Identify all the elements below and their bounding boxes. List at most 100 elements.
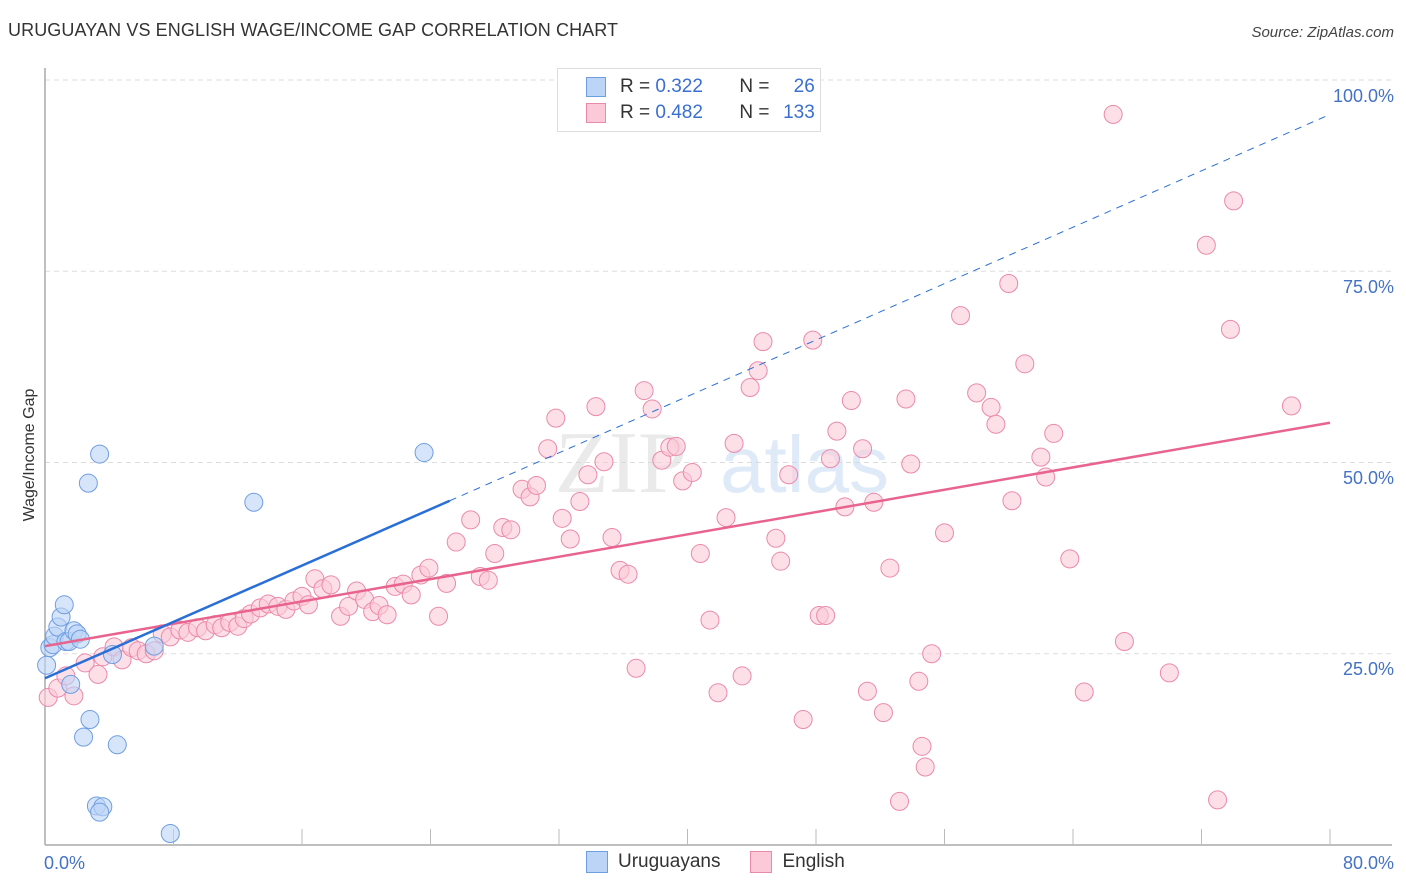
data-point-english [1208, 790, 1228, 810]
data-point-english [857, 681, 877, 701]
data-point-english [1015, 354, 1035, 374]
y-tick-100: 100.0% [1332, 86, 1394, 106]
data-point-english [560, 529, 580, 549]
data-point-uruguayans [144, 636, 164, 656]
data-point-uruguayans [74, 727, 94, 747]
data-point-english [890, 791, 910, 811]
data-point-english [700, 610, 720, 630]
uruguayans-trend-extension [449, 113, 1331, 502]
data-point-english [446, 532, 466, 552]
data-point-english [915, 757, 935, 777]
data-point-english [339, 596, 359, 616]
data-point-english [841, 391, 861, 411]
data-point-english [485, 544, 505, 564]
r-value: 0.482 [655, 102, 703, 123]
y-tick-75: 75.0% [1342, 277, 1394, 297]
data-point-english [1196, 235, 1216, 255]
data-point-english [1281, 396, 1301, 416]
data-point-english [552, 508, 572, 528]
data-point-english [377, 605, 397, 625]
legend-label: Uruguayans [618, 851, 721, 872]
data-point-uruguayans [54, 595, 74, 615]
data-point-english [803, 330, 823, 350]
data-point-english [578, 465, 598, 485]
data-point-english [1224, 191, 1244, 211]
data-point-english [666, 436, 686, 456]
data-point-english [690, 544, 710, 564]
gridlines [45, 79, 1392, 655]
data-point-english [618, 564, 638, 584]
data-point-english [935, 523, 954, 543]
data-point-english [570, 492, 590, 512]
data-point-english [820, 449, 840, 469]
english-points [38, 104, 1301, 811]
data-point-english [586, 397, 606, 417]
data-point-english [766, 528, 786, 548]
data-point-uruguayans [80, 710, 100, 730]
data-point-english [682, 462, 702, 482]
uruguayans-points [37, 443, 434, 844]
data-point-english [708, 683, 728, 703]
y-axis-label: Wage/Income Gap [21, 388, 38, 522]
data-point-english [880, 558, 900, 578]
data-point-uruguayans [37, 655, 57, 675]
data-point-english [771, 551, 791, 571]
chart-title: URUGUAYAN VS ENGLISH WAGE/INCOME GAP COR… [8, 20, 619, 40]
r-value: 0.322 [655, 76, 703, 97]
legend-item-uruguayans[interactable]: Uruguayans [586, 851, 720, 873]
data-point-english [793, 710, 813, 730]
data-point-english [321, 575, 341, 595]
axes [44, 68, 1392, 846]
data-point-english [461, 510, 481, 530]
data-point-english [912, 736, 932, 756]
data-point-uruguayans [244, 492, 264, 512]
data-point-english [748, 361, 768, 381]
n-value: 133 [783, 102, 815, 123]
data-point-english [1103, 104, 1123, 124]
data-point-english [986, 414, 1006, 434]
data-point-english [429, 606, 449, 626]
data-point-english [1074, 682, 1094, 702]
legend-row-english: R = 0.482 N = 133 [586, 101, 815, 125]
data-point-english [753, 332, 773, 352]
data-point-english [1031, 447, 1051, 467]
english-swatch [586, 103, 606, 123]
data-point-uruguayans [160, 824, 180, 844]
legend-item-english[interactable]: English [750, 851, 845, 873]
data-point-english [634, 381, 654, 401]
data-point-english [626, 658, 646, 678]
data-point-english [827, 421, 847, 441]
watermark-atlas: atlas [720, 420, 889, 509]
english-trend-line [44, 421, 1331, 648]
data-point-english [922, 644, 942, 664]
data-point-english [716, 508, 736, 528]
data-point-english [478, 570, 498, 590]
data-point-english [546, 408, 566, 428]
data-point-english [1002, 491, 1022, 511]
data-point-uruguayans [90, 444, 110, 464]
data-point-uruguayans [414, 443, 434, 463]
x-tick-0: 0.0% [44, 853, 86, 873]
data-point-english [999, 273, 1019, 293]
n-label: N = [739, 102, 770, 123]
data-point-english [538, 439, 558, 459]
data-point-english [1060, 549, 1080, 569]
data-point-english [740, 378, 760, 398]
data-point-english [1044, 423, 1064, 443]
data-point-english [724, 433, 744, 453]
data-point-english [1159, 663, 1179, 683]
y-tick-50: 50.0% [1342, 468, 1394, 488]
series-legend: Uruguayans English [586, 851, 875, 873]
data-point-uruguayans [107, 735, 127, 755]
x-tick-80: 80.0% [1342, 853, 1394, 873]
data-point-english [1220, 319, 1240, 339]
data-point-english [896, 389, 916, 409]
data-point-english [816, 606, 836, 625]
data-point-english [527, 475, 547, 495]
uruguayans-trend-line [44, 499, 451, 680]
data-point-english [401, 585, 421, 605]
legend-row-uruguayans: R = 0.322 N = 26 [586, 75, 815, 99]
data-point-english [901, 454, 921, 474]
n-label: N = [739, 76, 770, 97]
